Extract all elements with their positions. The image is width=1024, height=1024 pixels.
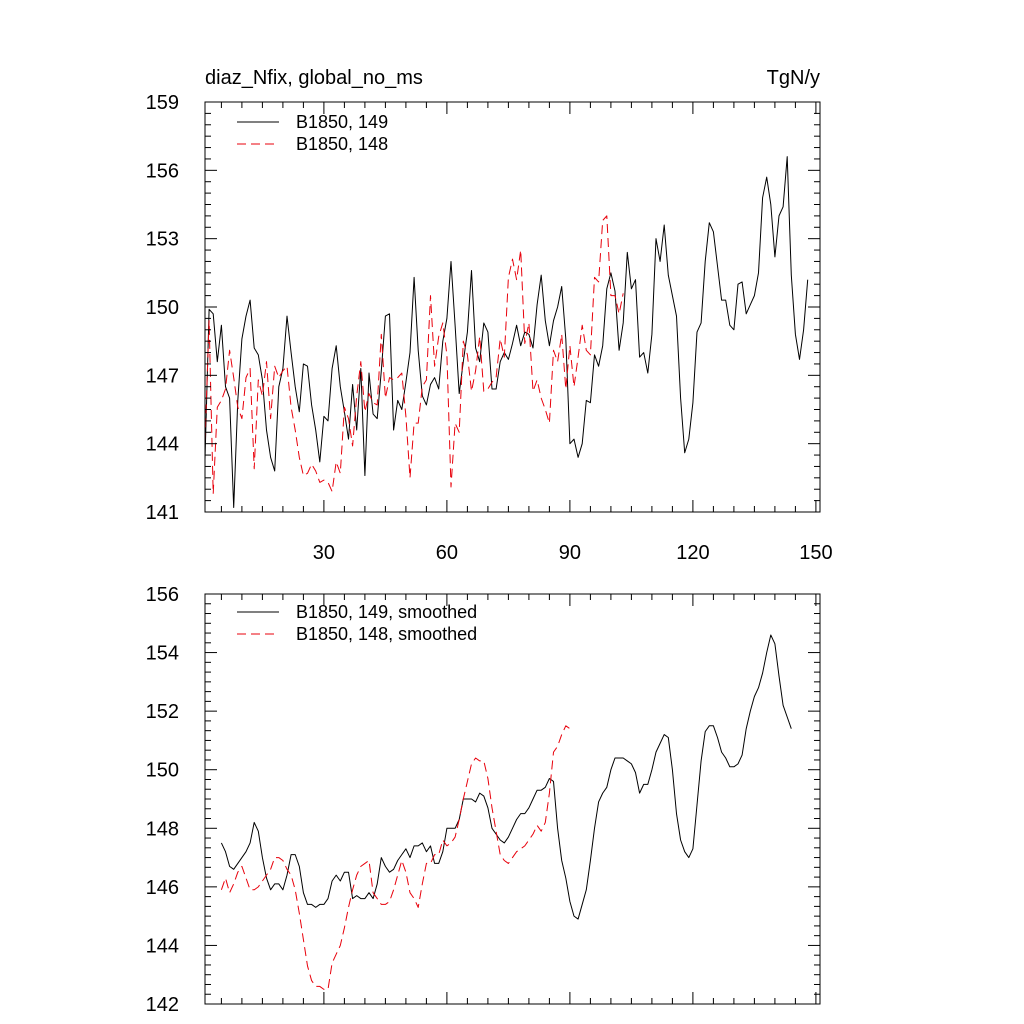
top-panel-units: TgN/y (767, 67, 820, 89)
x-tick-label: 150 (799, 542, 832, 564)
bottom-panel: 142 144 146 148 150 152 154 156 B1850, 149, smo… (146, 584, 821, 1016)
top-panel-title: diaz_Nfix, global_no_ms (205, 67, 423, 89)
y-tick-label: 152 (146, 701, 179, 723)
top-panel-legend: B1850, 149 B1850, 148 (237, 112, 388, 154)
series-line-2 (204, 215, 624, 495)
bottom-panel-series (220, 634, 792, 990)
top-panel-frame (204, 101, 821, 513)
x-tick-label: 60 (436, 542, 458, 564)
top-panel: diaz_Nfix, global_no_ms TgN/y 1411441471… (146, 67, 833, 564)
legend-label-smoothed-2: B1850, 148, smoothed (296, 624, 477, 644)
legend-label-series-1: B1850, 149 (296, 112, 388, 132)
bottom-panel-frame (204, 593, 821, 1005)
bottom-panel-ticks: 142 144 146 148 150 152 154 156 (146, 584, 820, 1016)
y-tick-label: 147 (146, 365, 179, 387)
y-tick-label: 142 (146, 994, 179, 1016)
y-tick-label: 156 (146, 584, 179, 606)
y-tick-label: 153 (146, 229, 179, 251)
y-tick-label: 154 (146, 643, 179, 665)
y-tick-label: 159 (146, 92, 179, 114)
y-tick-label: 156 (146, 160, 179, 182)
series-line-1 (220, 634, 792, 920)
y-tick-label: 148 (146, 818, 179, 840)
series-line-2 (220, 725, 571, 990)
legend-label-smoothed-1: B1850, 149, smoothed (296, 602, 477, 622)
y-tick-label: 146 (146, 877, 179, 899)
series-line-1 (204, 156, 809, 508)
y-tick-label: 150 (146, 297, 179, 319)
y-tick-label: 144 (146, 935, 179, 957)
x-tick-label: 120 (676, 542, 709, 564)
y-tick-label: 144 (146, 434, 179, 456)
top-panel-series (204, 156, 809, 508)
x-tick-label: 30 (313, 542, 335, 564)
top-panel-ticks: 141 144 147 150 153 156 159 30 60 90 120 150 (146, 92, 833, 564)
x-tick-label: 90 (559, 542, 581, 564)
bottom-panel-legend: B1850, 149, smoothed B1850, 148, smoothe… (237, 602, 477, 644)
y-tick-label: 150 (146, 760, 179, 782)
legend-label-series-2: B1850, 148 (296, 134, 388, 154)
y-tick-label: 141 (146, 502, 179, 524)
